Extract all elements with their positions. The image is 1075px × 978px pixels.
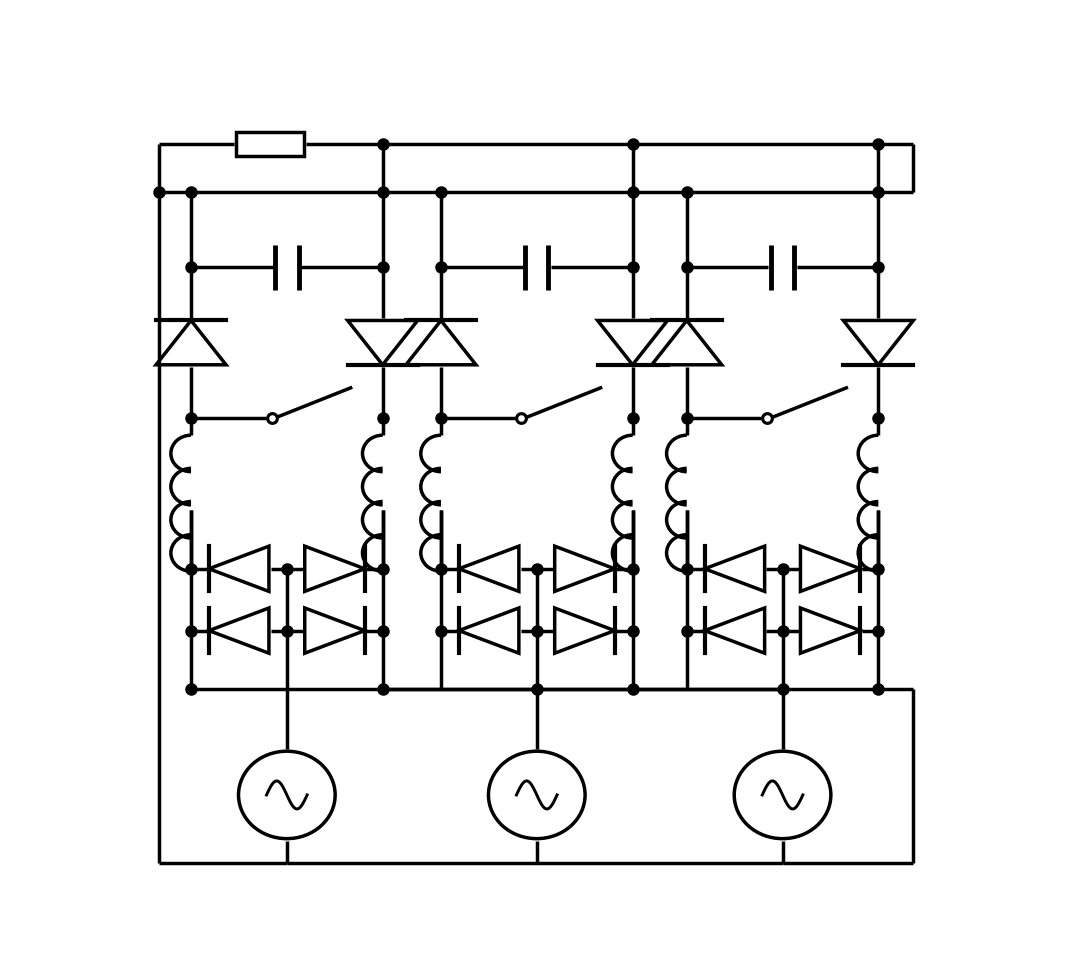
- Bar: [236, 132, 304, 156]
